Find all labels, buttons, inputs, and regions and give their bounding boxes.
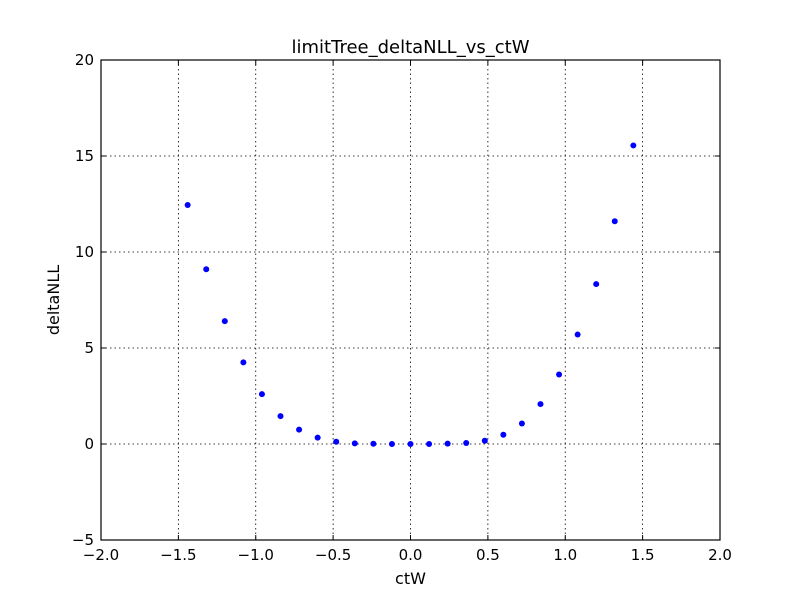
y-tick-label: −5 <box>72 531 94 549</box>
x-tick-label: −1.0 <box>238 546 274 564</box>
y-tick-label: 10 <box>75 243 94 261</box>
data-point <box>537 401 544 408</box>
x-tick-labels: −2.0 −1.5 −1.0 −0.5 0.0 0.5 1.0 1.5 2.0 <box>83 546 732 564</box>
x-tick-label: 1.0 <box>553 546 577 564</box>
data-point <box>426 441 433 447</box>
data-point <box>388 441 395 447</box>
data-point <box>296 426 303 433</box>
x-tick-label: −0.5 <box>315 546 351 564</box>
data-point <box>444 440 451 447</box>
axis-ticks <box>100 59 721 541</box>
data-point <box>463 440 470 447</box>
x-tick-label: −1.5 <box>160 546 196 564</box>
y-tick-label: 15 <box>75 147 94 165</box>
data-point <box>611 218 618 225</box>
x-tick-label: 0.5 <box>476 546 500 564</box>
x-axis-label: ctW <box>395 569 426 588</box>
x-tick-label: 2.0 <box>708 546 732 564</box>
data-point <box>556 371 563 378</box>
data-point <box>351 440 358 447</box>
y-tick-label: 5 <box>84 339 94 357</box>
data-point <box>258 391 265 398</box>
data-point <box>333 438 340 445</box>
y-tick-label: 0 <box>84 435 94 453</box>
data-point <box>500 431 507 438</box>
y-tick-label: 20 <box>75 51 94 69</box>
x-tick-label: 0.0 <box>399 546 423 564</box>
x-tick-label: 1.5 <box>631 546 655 564</box>
y-axis-label: deltaNLL <box>44 265 63 335</box>
data-point <box>630 142 637 149</box>
data-point <box>370 440 377 447</box>
data-point <box>314 434 321 441</box>
y-tick-labels: −5 0 5 10 15 20 <box>72 51 94 549</box>
data-point <box>593 281 600 288</box>
data-point <box>184 201 191 208</box>
data-point <box>518 420 525 427</box>
data-points <box>184 142 637 447</box>
grid-lines <box>101 60 720 540</box>
data-point <box>240 359 247 366</box>
chart-title: limitTree_deltaNLL_vs_ctW <box>292 37 530 58</box>
data-point <box>481 437 488 444</box>
data-point <box>574 331 581 338</box>
data-point <box>277 413 284 420</box>
data-point <box>407 441 414 447</box>
x-tick-label: −2.0 <box>83 546 119 564</box>
data-point <box>221 318 228 325</box>
data-point <box>203 266 210 273</box>
